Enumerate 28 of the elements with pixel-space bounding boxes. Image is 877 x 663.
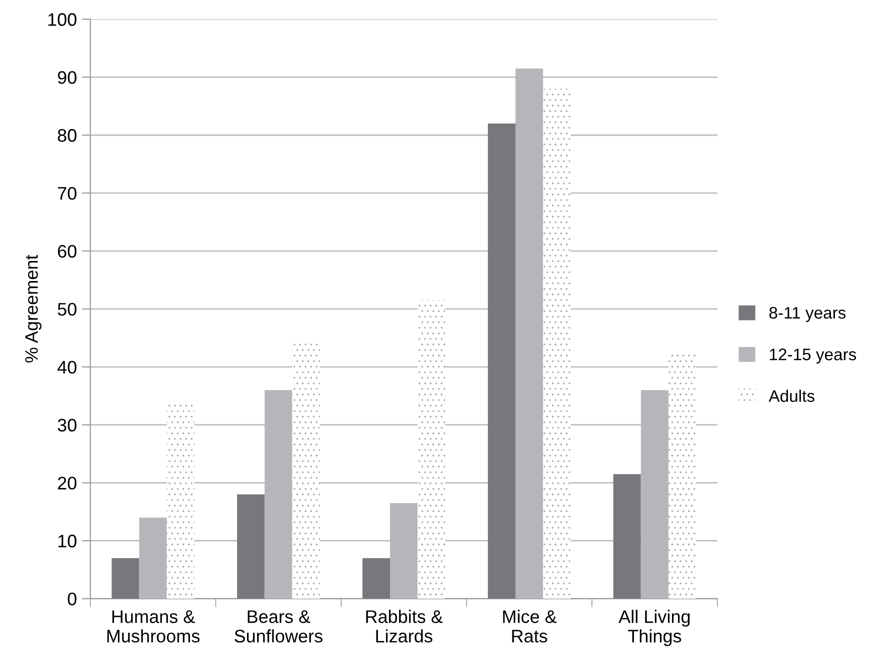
bar [543,88,571,599]
y-tick-label: 20 [58,476,76,490]
y-tick-label: 30 [58,418,76,432]
y-tick-label: 70 [58,187,76,200]
legend-label: Adults [768,390,814,402]
x-tick-label: All Living Things [618,610,690,646]
x-tick-label: Humans & Mushrooms [107,610,200,643]
bar [292,344,320,599]
bar [362,558,390,599]
x-tick-label: Rabbits & Lizards [366,610,443,643]
bar [418,300,446,599]
bar [613,474,641,599]
x-tick-label: Mice & Rats [503,610,557,643]
y-tick-label: 50 [58,302,76,316]
x-tick-label: Bears & Sunflowers [234,610,322,643]
y-tick-label: 90 [58,71,76,84]
y-tick-label: 100 [48,13,76,26]
bar [237,494,265,599]
y-tick-label: 60 [58,244,76,258]
bar [112,558,140,599]
legend-label: 12-15 years [770,348,856,364]
y-tick-label: 0 [68,592,76,606]
y-tick-label: 10 [58,534,76,548]
y-tick-label: 80 [58,129,76,142]
y-tick-label: 40 [57,360,76,374]
y-axis-title: % Agreement [25,254,42,363]
legend-label: 8-11 years [769,306,846,322]
bar [488,124,516,599]
